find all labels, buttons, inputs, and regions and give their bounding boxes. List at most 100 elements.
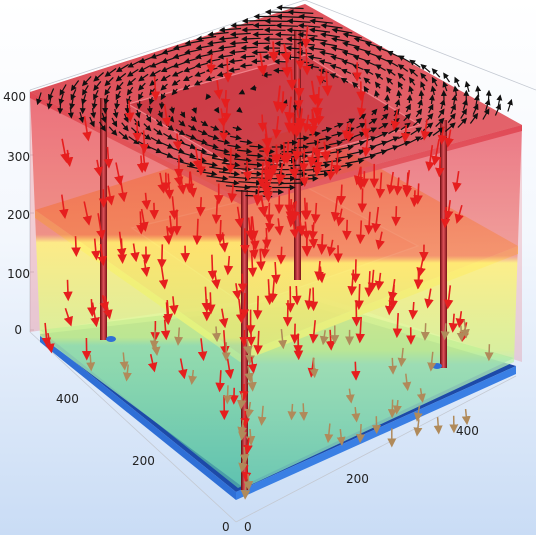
flow-arrow-volume <box>192 218 203 246</box>
flow-arrow-plume <box>286 68 298 91</box>
flow-arrow-volume <box>316 266 326 284</box>
flow-arrow-surface <box>204 143 219 150</box>
flow-arrow-surface <box>193 80 203 86</box>
flow-arrow-surface <box>418 89 425 100</box>
flow-arrow-volume <box>97 243 108 266</box>
flow-arrow-volume <box>437 126 448 145</box>
flow-arrow-volume <box>235 298 246 324</box>
flow-arrow-lower <box>119 352 129 371</box>
flow-arrow-surface <box>136 100 143 110</box>
flow-arrow-lower <box>433 417 443 435</box>
flow-arrow-volume <box>220 330 230 356</box>
flow-arrow-surface <box>160 65 174 73</box>
flow-arrow-volume <box>431 138 441 166</box>
flow-arrow-volume <box>257 114 268 133</box>
flow-arrow-volume <box>434 157 445 178</box>
flow-arrow-plume <box>306 146 318 168</box>
flow-arrow-surface <box>460 108 467 119</box>
flow-arrow-surface <box>378 122 389 130</box>
flow-arrow-surface <box>145 114 152 123</box>
flow-arrow-surface <box>100 112 107 123</box>
flow-arrow-lower <box>309 357 319 379</box>
z-tick-300: 300 <box>7 150 30 164</box>
flow-arrow-surface <box>340 68 352 75</box>
flow-arrow-volume <box>261 227 272 250</box>
flow-arrow-surface <box>363 77 371 84</box>
flow-arrow-volume <box>162 302 173 326</box>
axis-frame <box>29 0 536 523</box>
flow-arrow-surface <box>218 26 242 33</box>
flow-arrow-volume <box>264 279 275 306</box>
flow-arrow-volume <box>409 190 420 208</box>
flow-arrow-plume <box>260 166 272 194</box>
flow-arrow-volume <box>252 295 263 320</box>
flow-arrow-volume <box>247 251 258 278</box>
flow-arrow-surface <box>211 157 230 164</box>
flow-arrow-surface <box>182 75 193 81</box>
flow-arrow-volume <box>300 197 311 221</box>
flow-arrow-surface <box>192 147 208 154</box>
flow-arrow-pipe <box>236 392 247 410</box>
flow-arrow-plume <box>282 140 294 164</box>
flow-arrow-volume <box>440 207 451 229</box>
flow-arrow-volume <box>157 244 167 269</box>
flow-arrow-volume <box>147 354 158 373</box>
flow-arrow-surface <box>118 131 129 141</box>
flow-arrow-surface <box>241 35 261 42</box>
flow-arrow-pipe <box>245 428 256 446</box>
flow-arrow-surface <box>403 113 411 122</box>
flow-arrow-surface <box>93 81 102 91</box>
flow-arrow-surface <box>241 26 264 33</box>
flow-arrow-surface <box>236 148 253 155</box>
flow-arrow-volume <box>310 202 321 224</box>
flow-arrow-surface <box>318 68 329 75</box>
flow-arrow-volume <box>96 213 106 240</box>
flow-arrow-pipe <box>241 464 252 482</box>
flow-arrow-surface <box>111 117 118 128</box>
flow-arrow-surface <box>146 105 153 115</box>
flow-arrow-surface <box>229 31 251 38</box>
flow-arrow-surface <box>256 157 275 164</box>
flow-arrow-surface <box>420 63 431 73</box>
flow-arrow-surface <box>104 76 114 87</box>
flow-arrow-surface <box>114 100 121 110</box>
flow-arrow-surface <box>385 136 400 144</box>
flow-arrow-pipe <box>247 374 257 392</box>
flow-arrow-surface <box>309 27 331 34</box>
flow-arrow-volume <box>332 150 342 175</box>
flow-arrow-surface <box>115 90 122 101</box>
flow-arrow-volume <box>386 171 396 195</box>
flow-arrow-pipe <box>238 455 248 473</box>
flow-arrow-volume <box>82 201 93 226</box>
flow-arrow-surface <box>386 68 396 76</box>
flow-arrow-surface <box>217 62 231 69</box>
flow-arrow-surface <box>183 66 196 73</box>
flow-arrow-volume <box>93 159 104 177</box>
flow-arrow-surface <box>286 18 311 25</box>
flow-arrow-plume <box>308 80 320 106</box>
flow-arrow-surface <box>394 99 401 108</box>
flow-arrow-plume <box>316 233 328 255</box>
flow-arrow-pipe <box>244 401 254 419</box>
flow-arrow-lower <box>345 388 355 404</box>
flow-arrow-surface <box>430 85 437 96</box>
flow-arrow-surface <box>374 89 380 98</box>
flow-arrow-volume <box>298 147 309 173</box>
flow-arrow-volume <box>139 208 149 232</box>
flow-arrow-volume <box>178 358 188 380</box>
flow-arrow-volume <box>452 170 462 193</box>
flow-arrow-surface <box>104 68 117 77</box>
flow-arrow-volume <box>293 92 304 110</box>
flow-arrow-surface <box>330 45 347 52</box>
flow-arrow-volume <box>158 264 169 290</box>
flow-arrow-volume <box>141 192 152 210</box>
flow-arrow-surface <box>228 67 240 73</box>
flow-arrow-surface <box>205 93 212 101</box>
flow-arrow-lower <box>392 400 402 415</box>
flow-arrow-volume <box>105 185 115 206</box>
flow-arrow-surface <box>457 117 468 128</box>
flow-arrow-volume <box>177 172 187 195</box>
flow-arrow-surface <box>155 119 163 127</box>
flow-arrow-surface <box>276 4 304 11</box>
